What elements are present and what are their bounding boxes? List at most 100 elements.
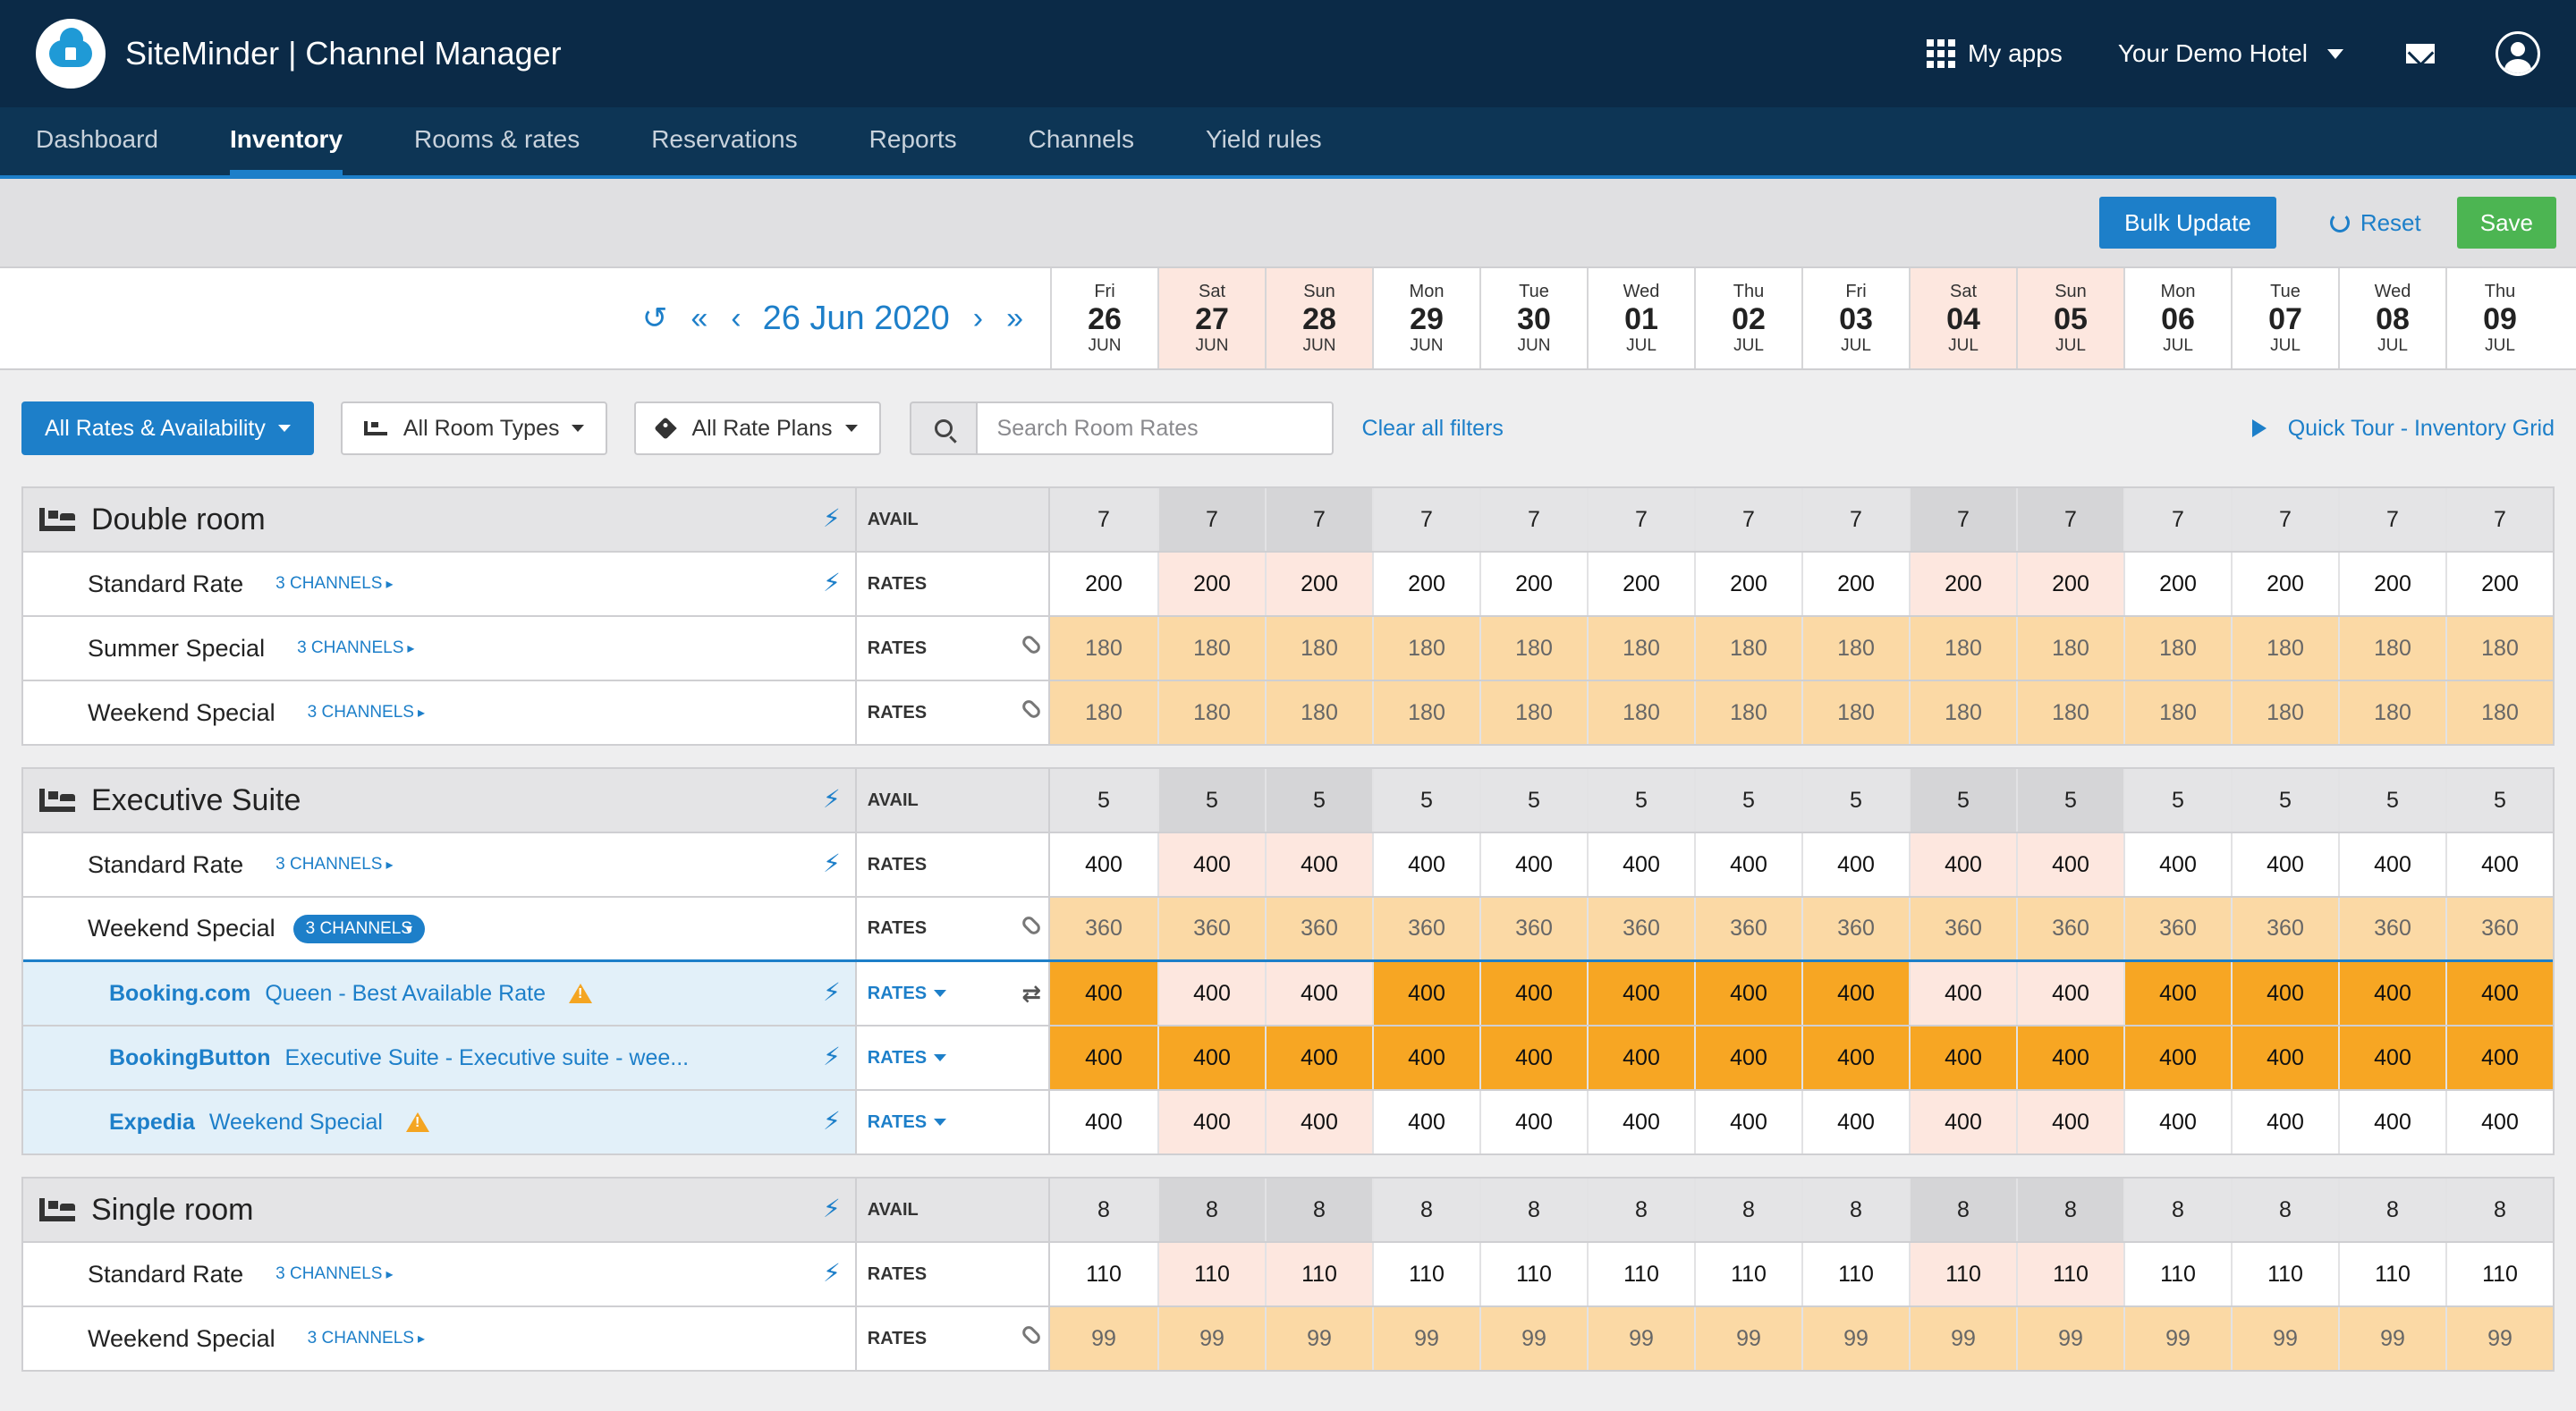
avail-cell[interactable]: 5 — [1801, 769, 1909, 832]
rate-cell[interactable]: 180 — [2445, 681, 2553, 744]
rate-cell[interactable]: 360 — [1265, 898, 1372, 959]
rate-cell[interactable]: 400 — [1372, 833, 1479, 896]
channel-rate-cell[interactable]: 400 — [1479, 962, 1587, 1025]
rate-cell[interactable]: 180 — [2123, 681, 2231, 744]
channel-rate-cell[interactable]: 400 — [1479, 1027, 1587, 1089]
bulk-update-button[interactable]: Bulk Update — [2099, 197, 2276, 249]
rate-cell[interactable]: 400 — [2338, 833, 2445, 896]
rate-cell[interactable]: 200 — [1157, 553, 1265, 615]
date-column[interactable]: Tue 07 JUL — [2231, 268, 2338, 368]
avail-cell[interactable]: 5 — [1157, 769, 1265, 832]
rate-cell[interactable]: 110 — [1801, 1243, 1909, 1305]
rate-cell[interactable]: 180 — [1050, 617, 1157, 680]
channel-name-cell[interactable]: Expedia Weekend Special ⚡ — [23, 1091, 857, 1153]
channel-rate-cell[interactable]: 400 — [1265, 962, 1372, 1025]
channel-rate-cell[interactable]: 400 — [1157, 1091, 1265, 1153]
link-icon[interactable] — [1020, 1323, 1043, 1347]
link-icon[interactable] — [1020, 697, 1043, 721]
lightning-icon[interactable]: ⚡ — [823, 569, 841, 596]
rate-cell[interactable]: 200 — [2231, 553, 2338, 615]
rate-cell[interactable]: 400 — [2231, 833, 2338, 896]
date-column[interactable]: Thu 02 JUL — [1694, 268, 1801, 368]
rate-cell[interactable]: 400 — [2016, 833, 2123, 896]
rate-cell[interactable]: 99 — [1157, 1307, 1265, 1370]
rate-cell[interactable]: 200 — [1587, 553, 1694, 615]
avail-cell[interactable]: 5 — [1587, 769, 1694, 832]
channel-rate-cell[interactable]: 400 — [2016, 962, 2123, 1025]
channel-rate-cell[interactable]: 400 — [1050, 1091, 1157, 1153]
shuffle-icon[interactable]: ⇄ — [1021, 980, 1041, 1007]
avail-cell[interactable]: 7 — [1909, 488, 2016, 551]
rate-cell[interactable]: 200 — [2016, 553, 2123, 615]
nav-reports[interactable]: Reports — [869, 125, 957, 153]
channel-rate-cell[interactable]: 400 — [1801, 1091, 1909, 1153]
rate-cell[interactable]: 180 — [1265, 617, 1372, 680]
avail-cell[interactable]: 7 — [2016, 488, 2123, 551]
avail-cell[interactable]: 7 — [1157, 488, 1265, 551]
rate-cell[interactable]: 360 — [2016, 898, 2123, 959]
rate-cell[interactable]: 180 — [1801, 681, 1909, 744]
channels-toggle[interactable]: 3 CHANNELS — [275, 855, 383, 874]
rate-cell[interactable]: 99 — [1909, 1307, 2016, 1370]
date-column[interactable]: Fri 26 JUN — [1050, 268, 1157, 368]
channel-rate-cell[interactable]: 400 — [1909, 962, 2016, 1025]
date-column[interactable]: Mon 06 JUL — [2123, 268, 2231, 368]
double-chevron-left-icon[interactable]: « — [691, 300, 708, 335]
rate-cell[interactable]: 180 — [2016, 681, 2123, 744]
rate-cell[interactable]: 200 — [1694, 553, 1801, 615]
avail-cell[interactable]: 7 — [2123, 488, 2231, 551]
avail-cell[interactable]: 7 — [1694, 488, 1801, 551]
avail-cell[interactable]: 5 — [1479, 769, 1587, 832]
channel-rate-cell[interactable]: 400 — [1587, 962, 1694, 1025]
rate-cell[interactable]: 180 — [2231, 617, 2338, 680]
search-button[interactable] — [909, 401, 976, 455]
rate-cell[interactable]: 400 — [1265, 833, 1372, 896]
rate-cell[interactable]: 99 — [1265, 1307, 1372, 1370]
rate-cell[interactable]: 180 — [2123, 617, 2231, 680]
rate-cell[interactable]: 180 — [1909, 681, 2016, 744]
rate-name-cell[interactable]: Standard Rate 3 CHANNELS ▸ ⚡ — [23, 553, 857, 615]
rate-cell[interactable]: 200 — [1085, 570, 1123, 596]
channel-rate-cell[interactable]: 400 — [2016, 1091, 2123, 1153]
lightning-icon[interactable]: ⚡ — [823, 1043, 841, 1070]
chevron-right-icon[interactable]: › — [972, 300, 984, 335]
channels-toggle[interactable]: 3 CHANNELS — [275, 574, 383, 593]
channel-rate-cell[interactable]: 400 — [2231, 962, 2338, 1025]
channel-rate-cell[interactable]: 400 — [1694, 962, 1801, 1025]
rate-cell[interactable]: 400 — [1157, 833, 1265, 896]
reset-button[interactable]: Reset — [2329, 209, 2421, 237]
rate-cell[interactable]: 180 — [2231, 681, 2338, 744]
channel-rate-cell[interactable]: 400 — [1587, 1027, 1694, 1089]
avail-cell[interactable]: 8 — [1157, 1179, 1265, 1241]
channel-rate-cell[interactable]: 400 — [1909, 1091, 2016, 1153]
avail-cell[interactable]: 8 — [2123, 1179, 2231, 1241]
room-name-cell[interactable]: Double room ⚡ — [23, 488, 857, 551]
rate-cell[interactable]: 360 — [1479, 898, 1587, 959]
avail-cell[interactable]: 5 — [1265, 769, 1372, 832]
avail-cell[interactable]: 8 — [1694, 1179, 1801, 1241]
avail-cell[interactable]: 5 — [2016, 769, 2123, 832]
avail-cell[interactable]: 8 — [1479, 1179, 1587, 1241]
channel-name-cell[interactable]: BookingButton Executive Suite - Executive… — [23, 1027, 857, 1089]
rate-cell[interactable]: 200 — [1479, 553, 1587, 615]
rate-cell[interactable]: 200 — [1801, 553, 1909, 615]
avail-cell[interactable]: 8 — [1801, 1179, 1909, 1241]
rate-cell[interactable]: 99 — [1801, 1307, 1909, 1370]
nav-channels[interactable]: Channels — [1028, 125, 1134, 153]
rate-cell[interactable]: 360 — [2123, 898, 2231, 959]
rate-cell[interactable]: 180 — [1801, 617, 1909, 680]
lightning-icon[interactable]: ⚡ — [823, 504, 841, 532]
channels-toggle[interactable]: 3 CHANNELS — [307, 1329, 414, 1348]
channel-rate-cell[interactable]: 400 — [1157, 962, 1265, 1025]
channel-rate-cell[interactable]: 400 — [2338, 1091, 2445, 1153]
rate-name-cell[interactable]: Standard Rate 3 CHANNELS ▸ ⚡ — [23, 833, 857, 896]
channel-rate-cell[interactable]: 400 — [1801, 1027, 1909, 1089]
quick-tour-link[interactable]: Quick Tour - Inventory Grid — [2251, 416, 2555, 442]
avail-cell[interactable]: 5 — [1097, 787, 1110, 813]
rate-cell[interactable]: 200 — [2338, 553, 2445, 615]
date-column[interactable]: Sun 05 JUL — [2016, 268, 2123, 368]
clear-filters-link[interactable]: Clear all filters — [1361, 415, 1504, 441]
rate-cell[interactable]: 180 — [1372, 681, 1479, 744]
rate-cell[interactable]: 99 — [1050, 1307, 1157, 1370]
lightning-icon[interactable]: ⚡ — [823, 849, 841, 877]
